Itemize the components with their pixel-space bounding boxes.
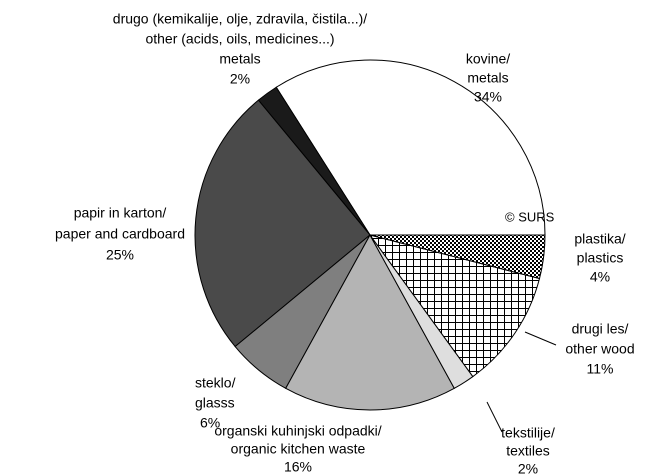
value-label: 2% <box>230 71 250 87</box>
slice-label: metals <box>467 70 508 86</box>
slice-label: textiles <box>506 443 550 459</box>
value-label: 25% <box>106 247 134 263</box>
slice-label: steklo/ <box>195 375 236 391</box>
pie-slice <box>285 233 455 411</box>
value-label: 16% <box>284 459 312 475</box>
pie-slice <box>275 59 546 236</box>
value-label: 2% <box>518 461 538 476</box>
value-label: 11% <box>587 361 614 377</box>
slice-label: plastika/ <box>574 231 625 247</box>
slice-label: drugi les/ <box>572 321 629 337</box>
slice-label: glasss <box>195 395 235 411</box>
slice-label: paper and cardboard <box>55 226 185 242</box>
leader-line <box>486 401 503 433</box>
value-label: 4% <box>590 269 610 285</box>
pie-slice <box>369 234 546 280</box>
slice-label: drugo (kemikalije, olje, zdravila, čisti… <box>113 11 368 27</box>
watermark: © SURS <box>505 209 555 224</box>
value-label: 6% <box>200 415 220 431</box>
slice-label: organski kuhinjski odpadki/ <box>214 423 381 439</box>
pie-slice <box>368 234 541 378</box>
slice-label: kovine/ <box>466 51 510 67</box>
slice-label: organic kitchen waste <box>231 441 366 457</box>
pie-slice <box>194 99 371 348</box>
slice-label: other (acids, oils, medicines...) <box>145 31 334 47</box>
labels: kovine/metals 34% drugo (kemikalije, olje,… <box>55 11 635 476</box>
leader-line <box>524 331 557 346</box>
slice-label: metals <box>219 51 260 67</box>
slice-label: papir in karton/ <box>74 205 167 221</box>
slice-label: plastics <box>577 250 624 266</box>
slice-label: other wood <box>565 341 634 357</box>
slice-label: tekstilije/ <box>501 425 555 441</box>
pie <box>194 59 546 411</box>
value-label: 34% <box>474 89 502 105</box>
